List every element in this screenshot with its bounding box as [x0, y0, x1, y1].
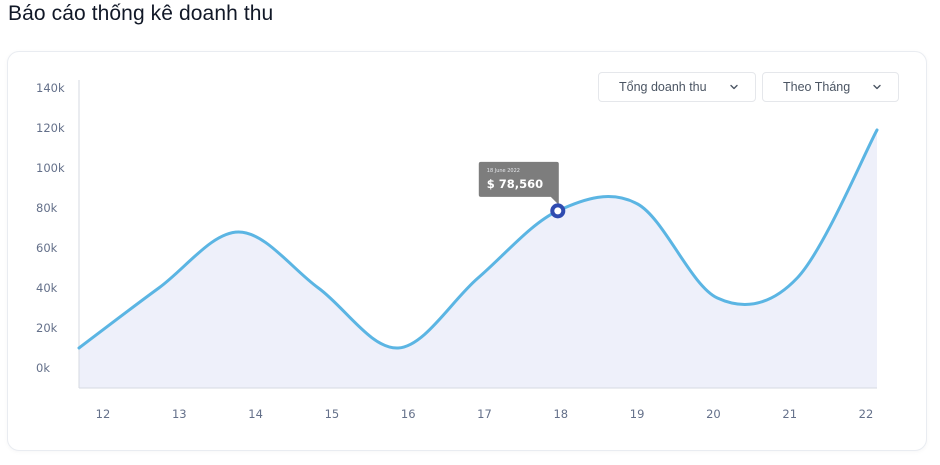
y-tick-label: 120k [36, 121, 65, 135]
chevron-down-icon [729, 82, 739, 92]
y-tick-label: 20k [36, 321, 58, 335]
data-point[interactable] [873, 126, 881, 134]
data-point[interactable] [235, 228, 243, 236]
data-point[interactable] [155, 284, 163, 292]
x-tick-label: 15 [325, 407, 340, 421]
x-tick-label: 13 [172, 407, 187, 421]
y-tick-label: 140k [36, 81, 65, 95]
data-point[interactable] [793, 274, 801, 282]
data-point[interactable] [634, 200, 642, 208]
tooltip-value: $ 78,560 [487, 177, 543, 191]
y-tick-label: 100k [36, 161, 65, 175]
x-tick-label: 14 [248, 407, 263, 421]
y-tick-label: 0k [36, 361, 50, 375]
data-point[interactable] [75, 344, 83, 352]
period-select[interactable]: Theo Tháng [762, 72, 899, 102]
tooltip-date: 18 June 2022 [487, 168, 520, 174]
y-tick-label: 60k [36, 241, 58, 255]
page-title: Báo cáo thống kê doanh thu [8, 2, 274, 25]
chart-tooltip: 18 June 2022 $ 78,560 [478, 161, 566, 219]
chevron-down-icon [872, 82, 882, 92]
y-tick-label: 80k [36, 201, 58, 215]
x-tick-label: 20 [706, 407, 721, 421]
x-tick-label: 19 [630, 407, 645, 421]
x-tick-label: 17 [477, 407, 492, 421]
data-point[interactable] [314, 284, 322, 292]
data-point[interactable] [474, 274, 482, 282]
x-tick-label: 12 [96, 407, 111, 421]
period-select-label: Theo Tháng [783, 80, 851, 94]
data-point[interactable] [713, 294, 721, 302]
y-tick-label: 40k [36, 281, 58, 295]
x-tick-label: 18 [553, 407, 568, 421]
x-tick-label: 21 [782, 407, 797, 421]
revenue-area-fill [79, 130, 877, 388]
x-tick-label: 22 [859, 407, 874, 421]
metric-select[interactable]: Tổng doanh thu [598, 72, 756, 102]
metric-select-label: Tổng doanh thu [619, 80, 707, 94]
data-point[interactable] [394, 344, 402, 352]
revenue-series-line [77, 128, 879, 350]
tooltip-box [478, 161, 559, 205]
x-tick-label: 16 [401, 407, 416, 421]
highlighted-point-center [554, 207, 562, 215]
